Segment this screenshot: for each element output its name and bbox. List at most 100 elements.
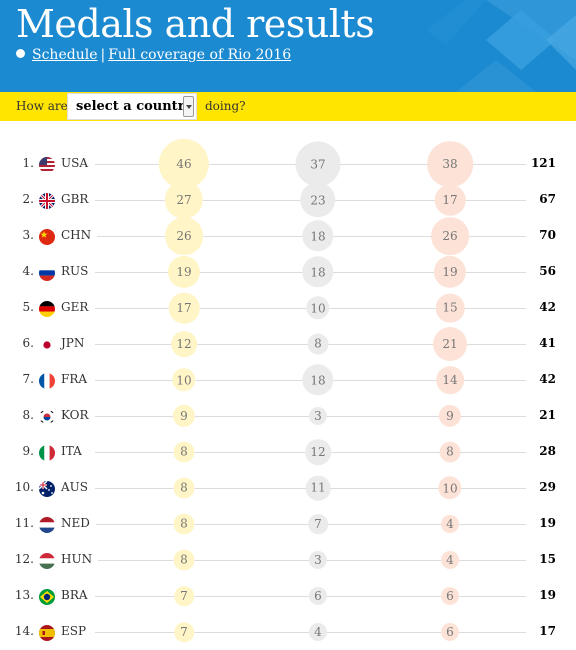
selector-suffix: doing? <box>205 99 246 113</box>
gold-count: 7 <box>180 588 188 603</box>
silver-count: 8 <box>314 336 322 351</box>
bronze-medal-bubble: 15 <box>435 293 465 323</box>
header-pattern-icon <box>426 0 576 92</box>
country-select[interactable]: select a country <box>67 93 197 120</box>
gold-count: 9 <box>180 409 188 423</box>
bronze-medal-bubble: 8 <box>439 441 461 463</box>
total-count: 28 <box>539 444 556 458</box>
country-code: AUS <box>61 480 94 494</box>
silver-count: 7 <box>314 516 322 531</box>
country-code: CHN <box>61 228 98 242</box>
table-row[interactable]: 3. CHN 26 18 26 70 <box>0 217 576 255</box>
country-selector-bar: How are select a country doing? <box>0 92 576 121</box>
silver-count: 11 <box>310 481 326 495</box>
table-row[interactable]: 7. FRA 10 18 14 42 <box>0 362 576 398</box>
full-coverage-link[interactable]: Full coverage of Rio 2016 <box>108 47 292 63</box>
gold-count: 27 <box>176 193 192 207</box>
gold-medal-bubble: 7 <box>174 622 194 642</box>
silver-medal-bubble: 6 <box>308 586 328 606</box>
row-rank: 13. <box>14 588 34 602</box>
hu-flag-icon <box>39 553 55 569</box>
br-flag-icon <box>39 589 55 605</box>
country-code: ESP <box>61 624 93 638</box>
gold-medal-bubble: 8 <box>173 441 195 463</box>
gold-medal-bubble: 8 <box>173 549 195 571</box>
country-code: RUS <box>61 264 95 278</box>
nl-flag-icon <box>39 517 55 533</box>
bronze-count: 8 <box>446 444 454 459</box>
silver-medal-bubble: 3 <box>309 551 327 569</box>
silver-count: 18 <box>310 264 326 279</box>
silver-count: 12 <box>310 445 326 459</box>
gold-count: 26 <box>176 229 192 243</box>
country-code: HUN <box>61 552 99 566</box>
gb-flag-icon <box>39 193 55 209</box>
table-row[interactable]: 1. USA 46 37 38 121 <box>0 138 576 190</box>
table-row[interactable]: 9. ITA 8 12 8 28 <box>0 434 576 470</box>
bronze-medal-bubble: 19 <box>433 255 467 289</box>
country-code: BRA <box>61 588 94 602</box>
silver-count: 18 <box>310 228 326 243</box>
gold-count: 8 <box>180 552 188 567</box>
total-count: 19 <box>539 588 556 602</box>
silver-count: 6 <box>314 589 322 603</box>
country-code: GBR <box>61 192 95 206</box>
table-row[interactable]: 6. JPN 12 8 21 41 <box>0 326 576 362</box>
silver-medal-bubble: 3 <box>309 407 327 425</box>
bronze-medal-bubble: 4 <box>441 551 459 569</box>
country-code: JPN <box>61 336 91 350</box>
bronze-count: 6 <box>446 589 454 603</box>
gold-count: 8 <box>180 444 188 459</box>
gold-count: 8 <box>180 516 188 531</box>
gold-medal-bubble: 26 <box>165 217 203 255</box>
total-count: 121 <box>530 156 556 170</box>
bronze-medal-bubble: 17 <box>434 184 466 216</box>
gold-medal-bubble: 8 <box>173 477 195 499</box>
table-row[interactable]: 14. ESP 7 4 6 17 <box>0 614 576 650</box>
table-row[interactable]: 10. AUS 8 11 10 29 <box>0 470 576 506</box>
silver-medal-bubble: 23 <box>300 182 336 218</box>
total-count: 42 <box>539 300 556 314</box>
silver-medal-bubble: 10 <box>306 296 330 320</box>
bronze-count: 17 <box>442 193 458 207</box>
silver-count: 37 <box>310 157 326 171</box>
row-rank: 10. <box>14 480 34 494</box>
bronze-count: 4 <box>446 553 454 567</box>
bronze-medal-bubble: 26 <box>431 217 469 255</box>
country-code: FRA <box>61 372 94 386</box>
ru-flag-icon <box>39 265 55 281</box>
bronze-medal-bubble: 14 <box>436 366 464 394</box>
table-row[interactable]: 5. GER 17 10 15 42 <box>0 290 576 326</box>
table-row[interactable]: 11. NED 8 7 4 19 <box>0 506 576 542</box>
schedule-link[interactable]: Schedule <box>32 47 98 63</box>
row-rank: 1. <box>22 156 34 170</box>
gold-count: 19 <box>176 265 192 279</box>
country-code: NED <box>61 516 96 530</box>
silver-count: 10 <box>310 300 326 315</box>
total-count: 21 <box>539 408 556 422</box>
jp-flag-icon <box>39 337 55 353</box>
row-rank: 6. <box>22 336 34 350</box>
row-rank: 11. <box>14 516 34 530</box>
silver-medal-bubble: 12 <box>305 439 331 465</box>
table-row[interactable]: 12. HUN 8 3 4 15 <box>0 542 576 578</box>
table-row[interactable]: 2. GBR 27 23 17 67 <box>0 180 576 220</box>
silver-medal-bubble: 18 <box>302 364 334 396</box>
total-count: 56 <box>539 264 556 278</box>
chevron-down-icon[interactable] <box>183 96 194 117</box>
total-count: 70 <box>539 228 556 242</box>
silver-medal-bubble: 8 <box>307 333 329 355</box>
fr-flag-icon <box>39 373 55 389</box>
au-flag-icon <box>39 481 55 497</box>
bronze-medal-bubble: 4 <box>441 515 459 533</box>
gold-count: 12 <box>176 337 192 351</box>
silver-count: 4 <box>314 625 322 639</box>
gold-medal-bubble: 46 <box>158 138 210 190</box>
table-row[interactable]: 13. BRA 7 6 6 19 <box>0 578 576 614</box>
gold-medal-bubble: 10 <box>172 368 196 392</box>
table-row[interactable]: 4. RUS 19 18 19 56 <box>0 254 576 290</box>
table-row[interactable]: 8. KOR 9 3 9 21 <box>0 398 576 434</box>
gold-count: 10 <box>176 372 192 387</box>
row-rank: 9. <box>22 444 34 458</box>
page-header: Medals and results Schedule | Full coverag… <box>0 0 576 92</box>
